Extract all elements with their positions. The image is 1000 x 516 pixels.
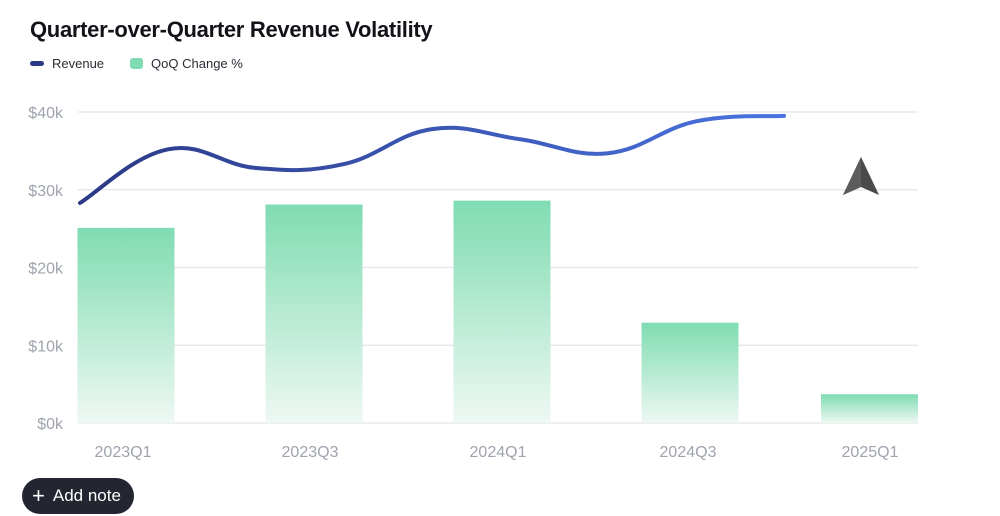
bar-2025q1[interactable] xyxy=(821,394,918,423)
bar-2024q3[interactable] xyxy=(641,322,739,423)
legend-label-qoq-change: QoQ Change % xyxy=(151,56,243,71)
x-tick-label: 2025Q1 xyxy=(842,444,899,461)
x-tick-label: 2023Q1 xyxy=(95,444,152,461)
chart-legend: Revenue QoQ Change % xyxy=(30,56,269,71)
x-tick-label: 2024Q1 xyxy=(470,444,527,461)
plus-icon: + xyxy=(32,483,45,508)
add-note-button[interactable]: + Add note xyxy=(22,478,134,514)
line-series-revenue xyxy=(78,113,786,205)
legend-swatch-revenue xyxy=(30,61,44,66)
legend-item-qoq-change[interactable]: QoQ Change % xyxy=(130,56,243,71)
x-tick-label: 2023Q3 xyxy=(282,444,339,461)
legend-swatch-qoq-change xyxy=(130,58,144,69)
x-axis-ticks: 2023Q1 2023Q3 2024Q1 2024Q3 2025Q1 xyxy=(95,444,899,461)
cursor-arrow-icon xyxy=(843,157,879,195)
legend-item-revenue[interactable]: Revenue xyxy=(30,56,104,71)
chart-title: Quarter-over-Quarter Revenue Volatility xyxy=(30,17,433,42)
bar-2023q3[interactable] xyxy=(265,204,363,423)
y-tick-label: $40k xyxy=(28,105,64,122)
y-tick-label: $0k xyxy=(37,416,64,433)
y-tick-label: $20k xyxy=(28,261,64,278)
y-tick-label: $10k xyxy=(28,338,64,355)
bar-2023q1[interactable] xyxy=(77,227,175,423)
bar-2024q1[interactable] xyxy=(453,200,551,423)
x-tick-label: 2024Q3 xyxy=(660,444,717,461)
add-note-label: Add note xyxy=(52,486,121,505)
legend-label-revenue: Revenue xyxy=(52,56,105,71)
y-tick-label: $30k xyxy=(28,183,64,200)
y-axis-ticks: $0k $10k $20k $30k $40k xyxy=(28,105,64,433)
bar-series-qoq-change xyxy=(77,200,918,423)
